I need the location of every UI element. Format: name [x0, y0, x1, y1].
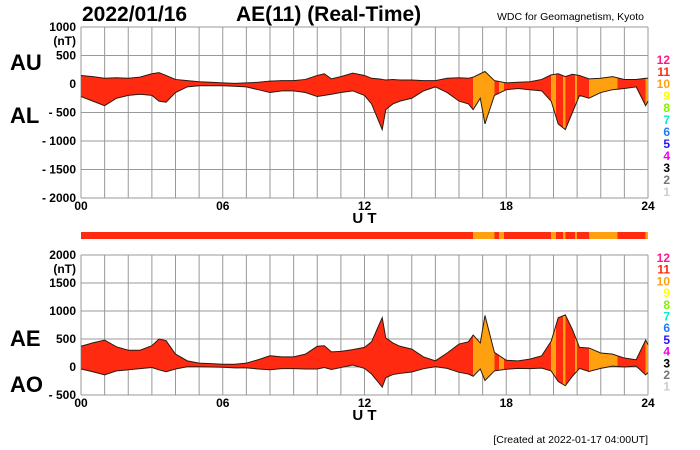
ae-label: AE — [10, 326, 41, 351]
station-count-legend-item: 3 — [663, 161, 670, 175]
station-count-legend-item: 1 — [663, 185, 670, 199]
y-tick-label: 0 — [69, 360, 76, 374]
ao-line — [80, 364, 649, 389]
y-tick-label: 500 — [56, 49, 76, 63]
station-count-legend-item: 8 — [663, 101, 670, 115]
y-tick-label: - 1000 — [42, 134, 76, 148]
station-count-bar — [81, 232, 648, 239]
source-label: WDC for Geomagnetism, Kyoto — [497, 11, 644, 23]
unit-label-top: (nT) — [53, 34, 76, 48]
y-tick-label: 1000 — [49, 20, 76, 34]
station-count-legend-item: 8 — [663, 298, 670, 312]
station-count-legend-item: 5 — [663, 137, 670, 151]
station-count-legend-item: 7 — [663, 310, 670, 324]
y-tick-label: 1000 — [49, 304, 76, 318]
x-tick-label: 18 — [500, 199, 514, 213]
al-label: AL — [10, 103, 39, 128]
ae-line — [80, 314, 649, 365]
x-axis-label: U T — [352, 210, 376, 227]
x-tick-label: 06 — [216, 396, 230, 410]
x-axis-label: U T — [352, 407, 376, 424]
y-tick-label: 500 — [56, 332, 76, 346]
created-timestamp: [Created at 2022-01-17 04:00UT] — [493, 434, 648, 446]
date-title: 2022/01/16 — [82, 3, 187, 26]
station-count-legend-item: 1 — [663, 380, 670, 394]
y-tick-label: 0 — [69, 77, 76, 91]
unit-label-bottom: (nT) — [53, 262, 76, 276]
au-label: AU — [10, 50, 42, 75]
station-count-legend-item: 4 — [663, 345, 670, 359]
station-count-legend-item: 4 — [663, 149, 670, 163]
y-tick-label: - 500 — [49, 388, 77, 402]
station-count-legend-item: 9 — [663, 89, 670, 103]
station-count-legend-item: 11 — [657, 65, 670, 79]
x-tick-label: 06 — [216, 199, 230, 213]
station-count-legend-item: 10 — [657, 77, 671, 91]
x-tick-label: 00 — [74, 396, 88, 410]
y-tick-label: - 500 — [49, 106, 77, 120]
y-tick-label: - 2000 — [42, 191, 76, 205]
au-line — [80, 70, 648, 84]
x-tick-label: 24 — [641, 199, 655, 213]
index-title: AE(11) (Real-Time) — [236, 3, 421, 26]
x-tick-label: 24 — [641, 396, 655, 410]
station-count-legend-item: 12 — [657, 53, 671, 67]
y-tick-label: 2000 — [49, 248, 76, 262]
al-line — [80, 85, 649, 132]
au-al-area — [81, 71, 648, 130]
station-count-legend-item: 5 — [663, 333, 670, 347]
x-tick-label: 12 — [358, 396, 372, 410]
x-tick-label: 00 — [74, 199, 88, 213]
station-count-legend-item: 3 — [663, 356, 670, 370]
station-count-legend-item: 6 — [663, 125, 670, 139]
station-count-legend-item: 2 — [663, 368, 670, 382]
x-tick-label: 12 — [358, 199, 372, 213]
station-count-legend-item: 11 — [657, 263, 670, 277]
station-count-legend-item: 10 — [657, 274, 671, 288]
x-tick-label: 18 — [500, 396, 514, 410]
y-tick-label: - 1500 — [42, 163, 76, 177]
y-tick-label: 1500 — [49, 276, 76, 290]
station-count-legend-item: 7 — [663, 113, 670, 127]
station-count-legend-item: 12 — [657, 251, 671, 265]
station-count-legend-item: 2 — [663, 173, 670, 187]
ao-label: AO — [10, 372, 43, 397]
station-count-legend-item: 9 — [663, 286, 670, 300]
station-count-legend-item: 6 — [663, 321, 670, 335]
